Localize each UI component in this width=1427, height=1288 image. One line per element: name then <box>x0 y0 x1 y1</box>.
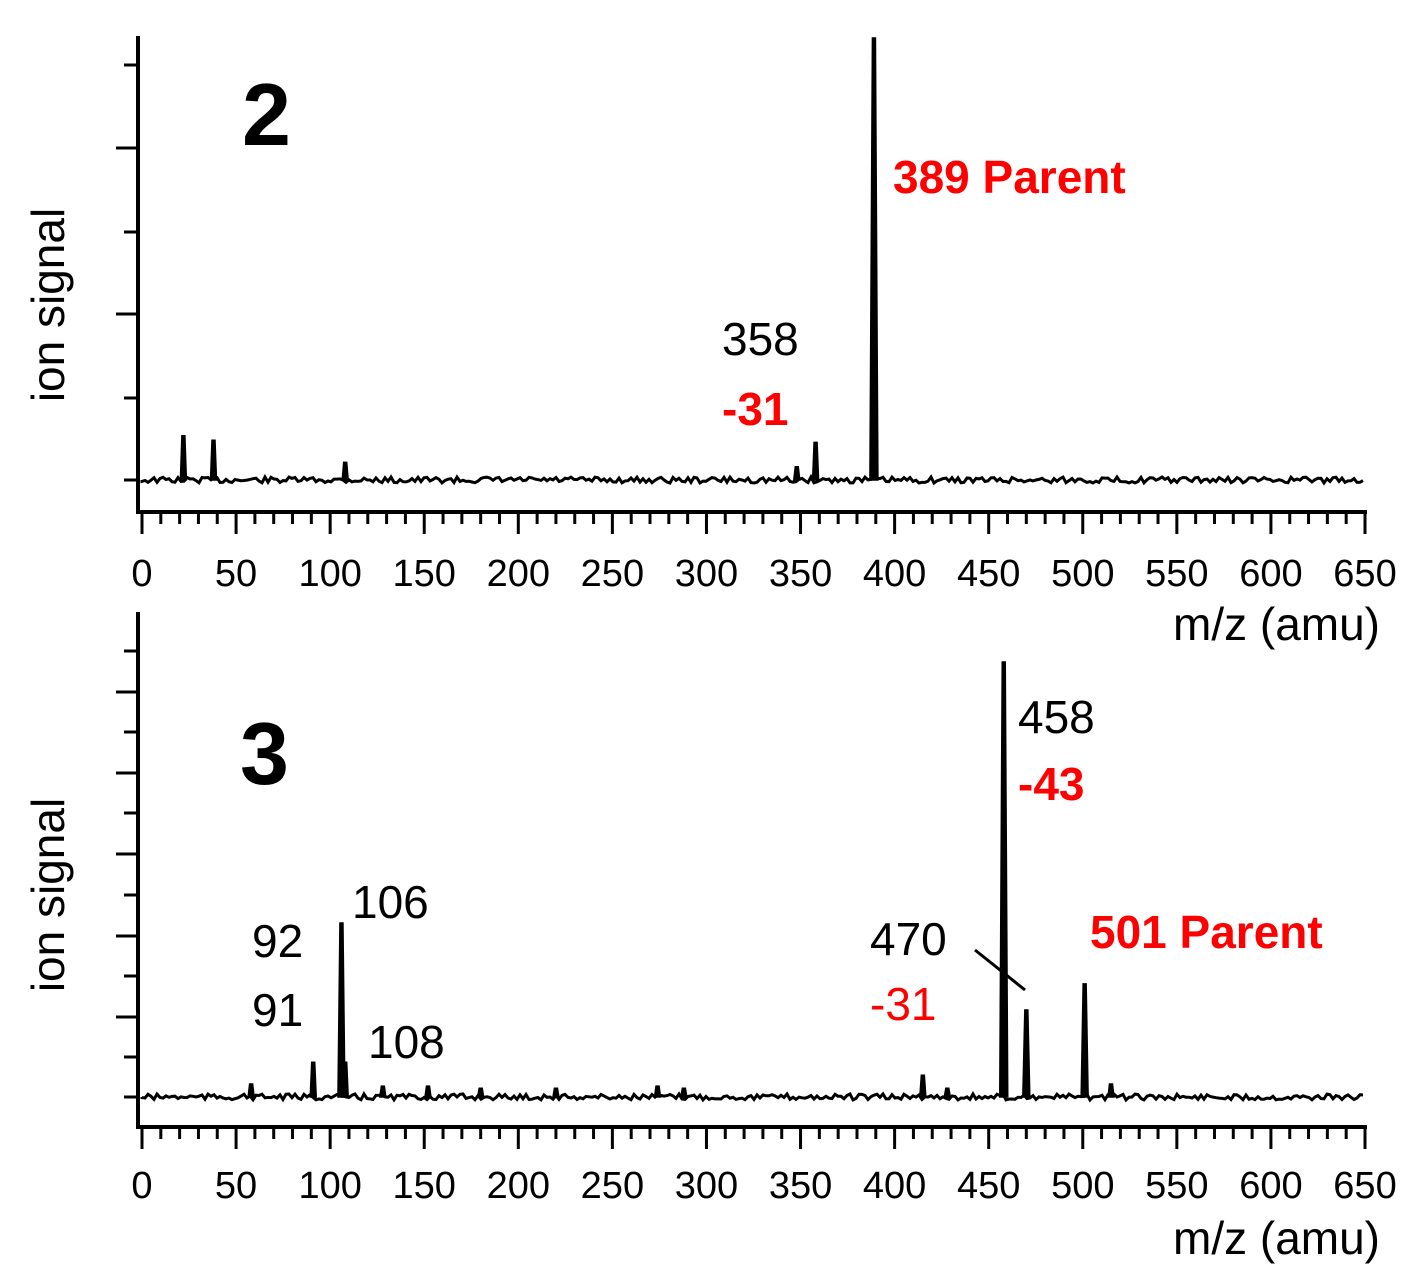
peak-annotation: 91 <box>252 984 303 1036</box>
peak-annotation: 470 <box>870 913 947 965</box>
peak-mz-274 <box>653 1085 662 1098</box>
x-tick-label: 600 <box>1239 553 1302 595</box>
x-tick-label: 500 <box>1051 553 1114 595</box>
x-tick-label: 250 <box>581 1165 644 1207</box>
x-tick-label: 450 <box>957 553 1020 595</box>
x-tick-label: 450 <box>957 1165 1020 1207</box>
x-tick-label: 200 <box>487 1165 550 1207</box>
peak-annotation: -31 <box>870 978 936 1030</box>
y-axis-label: ion signal <box>22 798 74 992</box>
peak-mz-91 <box>309 1061 318 1098</box>
peak-mz-128 <box>378 1085 387 1098</box>
x-tick-label: 0 <box>131 1165 152 1207</box>
peak-mz-58 <box>247 1083 255 1098</box>
peak-mz-415 <box>919 1074 927 1098</box>
peak-mz-108 <box>341 461 350 481</box>
panel-label: 3 <box>240 704 289 803</box>
peak-mz-428 <box>943 1087 952 1098</box>
x-tick-label: 100 <box>298 1165 361 1207</box>
y-axis-label: ion signal <box>22 208 74 402</box>
x-tick-label: 100 <box>298 553 361 595</box>
x-tick-label: 550 <box>1145 1165 1208 1207</box>
x-tick-label: 150 <box>393 553 456 595</box>
peak-annotation: 389 Parent <box>893 151 1126 203</box>
spectrum-panel-2: 0 50 100 150 200 250 300 350 400 450 500 550 600 650m… <box>22 36 1397 650</box>
x-tick-label: 400 <box>863 553 926 595</box>
peak-mz-220 <box>552 1087 560 1098</box>
peak-annotation: 108 <box>368 1016 445 1068</box>
peak-mz-501 <box>1080 983 1089 1098</box>
peak-mz-152 <box>424 1085 432 1098</box>
x-tick-label: 350 <box>769 553 832 595</box>
x-axis-label: m/z (amu) <box>1173 598 1380 650</box>
x-tick-label: 600 <box>1239 1165 1302 1207</box>
peak-annotation: 92 <box>252 915 303 967</box>
x-tick-label: 50 <box>215 1165 257 1207</box>
peak-mz-180 <box>476 1087 485 1098</box>
x-tick-label: 650 <box>1333 1165 1396 1207</box>
spectrum-panel-3: 0 50 100 150 200 250 300 350 400 450 500 550 600 650 m… <box>22 612 1397 1264</box>
peak-annotation: 458 <box>1018 691 1095 743</box>
x-tick-label: 550 <box>1145 553 1208 595</box>
peak-mz-348 <box>792 465 801 481</box>
x-tick-label: 650 <box>1333 553 1396 595</box>
annotation-leader-line <box>974 948 1026 992</box>
x-tick-label: 200 <box>487 553 550 595</box>
x-tick-label: 150 <box>393 1165 456 1207</box>
x-tick-label: 50 <box>215 553 257 595</box>
panel-label: 2 <box>242 65 291 164</box>
x-tick-label: 300 <box>675 1165 738 1207</box>
peak-annotation: 358 <box>722 313 799 365</box>
peak-mz-38 <box>209 439 218 481</box>
peak-annotation: -43 <box>1018 758 1084 810</box>
peak-mz-22 <box>179 435 188 481</box>
x-tick-label: 300 <box>675 553 738 595</box>
x-tick-label: 0 <box>131 553 152 595</box>
peak-mz-515 <box>1107 1083 1115 1098</box>
peak-mz-358 <box>811 441 820 481</box>
x-tick-label: 250 <box>581 553 644 595</box>
peak-mz-389 <box>869 37 879 481</box>
peak-mz-288 <box>679 1087 688 1098</box>
x-tick-label: 350 <box>769 1165 832 1207</box>
peak-annotation: 501 Parent <box>1090 906 1323 958</box>
x-tick-label: 500 <box>1051 1165 1114 1207</box>
peak-annotation: -31 <box>722 383 788 435</box>
x-axis-label: m/z (amu) <box>1173 1212 1380 1264</box>
peak-mz-108 <box>341 1061 349 1098</box>
peak-mz-458 <box>998 661 1009 1098</box>
peak-mz-470 <box>1022 1009 1031 1098</box>
x-tick-label: 400 <box>863 1165 926 1207</box>
peak-annotation: 106 <box>352 876 429 928</box>
